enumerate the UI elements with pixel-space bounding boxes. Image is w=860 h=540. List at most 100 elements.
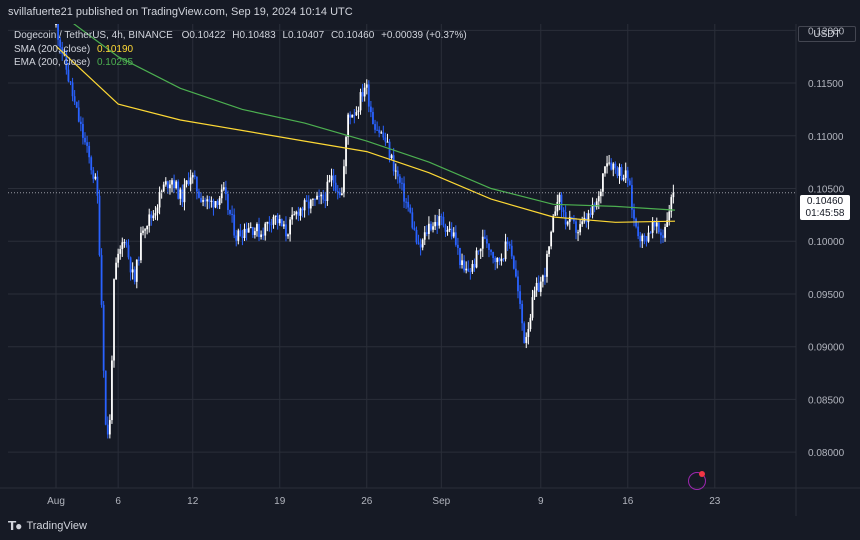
candle-body	[523, 323, 526, 343]
candle-body	[396, 170, 399, 177]
candle-body	[548, 246, 550, 254]
candle-body	[450, 228, 453, 237]
candle-body	[483, 236, 486, 239]
candle-body	[604, 166, 606, 174]
ema-line	[73, 24, 676, 211]
candle-body	[367, 84, 370, 107]
candle-body	[442, 216, 445, 226]
top-bar: svillafuerte21 published on TradingView.…	[0, 0, 860, 24]
candle-body	[270, 224, 273, 226]
candle-body	[475, 250, 478, 268]
candle-body	[448, 228, 451, 231]
candle-body	[258, 224, 260, 238]
candle-body	[637, 226, 640, 237]
candle-body	[71, 82, 74, 97]
candle-body	[394, 170, 397, 172]
candle-body	[111, 360, 113, 421]
tradingview-brand: TradingView	[26, 520, 87, 532]
candle-body	[388, 141, 391, 159]
candle-body	[407, 201, 410, 208]
candle-body	[428, 223, 430, 234]
candle-body	[272, 216, 275, 225]
candle-body	[214, 201, 217, 208]
candle-body	[282, 224, 285, 227]
candle-body	[486, 238, 488, 244]
candle-body	[287, 234, 289, 237]
legend-symbol[interactable]: Dogecoin / TetherUS, 4h, BINANCE	[14, 30, 173, 41]
candle-body	[517, 276, 519, 292]
candle-body	[160, 191, 163, 193]
candle-body	[142, 230, 144, 233]
candle-body	[316, 195, 318, 200]
candle-body	[612, 163, 615, 170]
candle-body	[512, 256, 515, 269]
candle-body	[465, 268, 468, 271]
x-tick-label: Aug	[47, 496, 65, 507]
legend-ema-label: EMA (200, close)	[14, 57, 91, 68]
candlestick-chart[interactable]: 0.12000 0.11500 0.11000 0.10500 0.10000 0.095…	[0, 24, 860, 540]
candle-body	[102, 304, 105, 371]
candle-body	[135, 259, 138, 282]
x-tick-label: 6	[115, 496, 121, 507]
candle-body	[421, 239, 424, 248]
candle-body	[280, 219, 283, 227]
candle-body	[413, 227, 416, 230]
candle-body	[334, 182, 337, 191]
candle-body	[415, 229, 418, 243]
candle-body	[106, 424, 109, 435]
candle-body	[628, 180, 631, 186]
candle-body	[88, 145, 91, 158]
candle-body	[295, 211, 298, 215]
candle-body	[477, 250, 480, 252]
candle-body	[481, 236, 484, 249]
legend-sma-row[interactable]: SMA (200, close) 0.10190	[14, 43, 467, 57]
candle-body	[303, 200, 306, 211]
candle-body	[653, 221, 656, 227]
candle-body	[119, 249, 122, 254]
candle-body	[452, 232, 455, 237]
candle-body	[496, 258, 499, 263]
candle-body	[69, 81, 72, 83]
candle-body	[264, 223, 267, 236]
legend-sma-value: 0.10190	[96, 43, 134, 55]
candle-body	[309, 199, 312, 209]
candle-body	[222, 187, 225, 190]
candle-body	[92, 170, 95, 179]
lightning-icon[interactable]	[688, 472, 706, 490]
candle-body	[519, 291, 521, 304]
currency-button[interactable]: USDT	[798, 26, 856, 42]
sma-line	[55, 45, 676, 223]
candle-body	[591, 204, 594, 215]
candle-body	[635, 218, 637, 227]
candle-body	[276, 215, 279, 224]
legend-change: +0.00039 (+0.37%)	[381, 30, 467, 41]
candle-body	[647, 232, 650, 242]
candle-body	[444, 225, 447, 232]
candle-body	[616, 167, 619, 176]
candle-body	[660, 232, 662, 236]
candle-body	[463, 260, 466, 271]
candle-body	[376, 129, 379, 131]
candle-body	[662, 235, 664, 238]
candle-body	[378, 129, 381, 133]
candle-body	[164, 181, 167, 185]
candle-body	[575, 221, 577, 233]
candle-body	[521, 303, 524, 324]
candle-body	[467, 268, 470, 272]
candle-body	[633, 209, 635, 219]
legend-ema-row[interactable]: EMA (200, close) 0.10295	[14, 56, 467, 70]
candle-body	[204, 200, 207, 202]
candle-body	[494, 258, 497, 263]
candle-body	[233, 214, 236, 236]
legend-low: L0.10407	[282, 30, 325, 41]
candle-body	[324, 199, 327, 201]
candle-body	[541, 275, 544, 282]
candle-body	[260, 234, 262, 238]
candle-body	[392, 155, 395, 172]
candle-body	[645, 236, 648, 242]
candle-body	[239, 230, 242, 237]
candle-body	[169, 184, 171, 189]
candle-body	[606, 163, 608, 167]
candle-body	[84, 137, 86, 143]
candle-body	[558, 194, 561, 202]
